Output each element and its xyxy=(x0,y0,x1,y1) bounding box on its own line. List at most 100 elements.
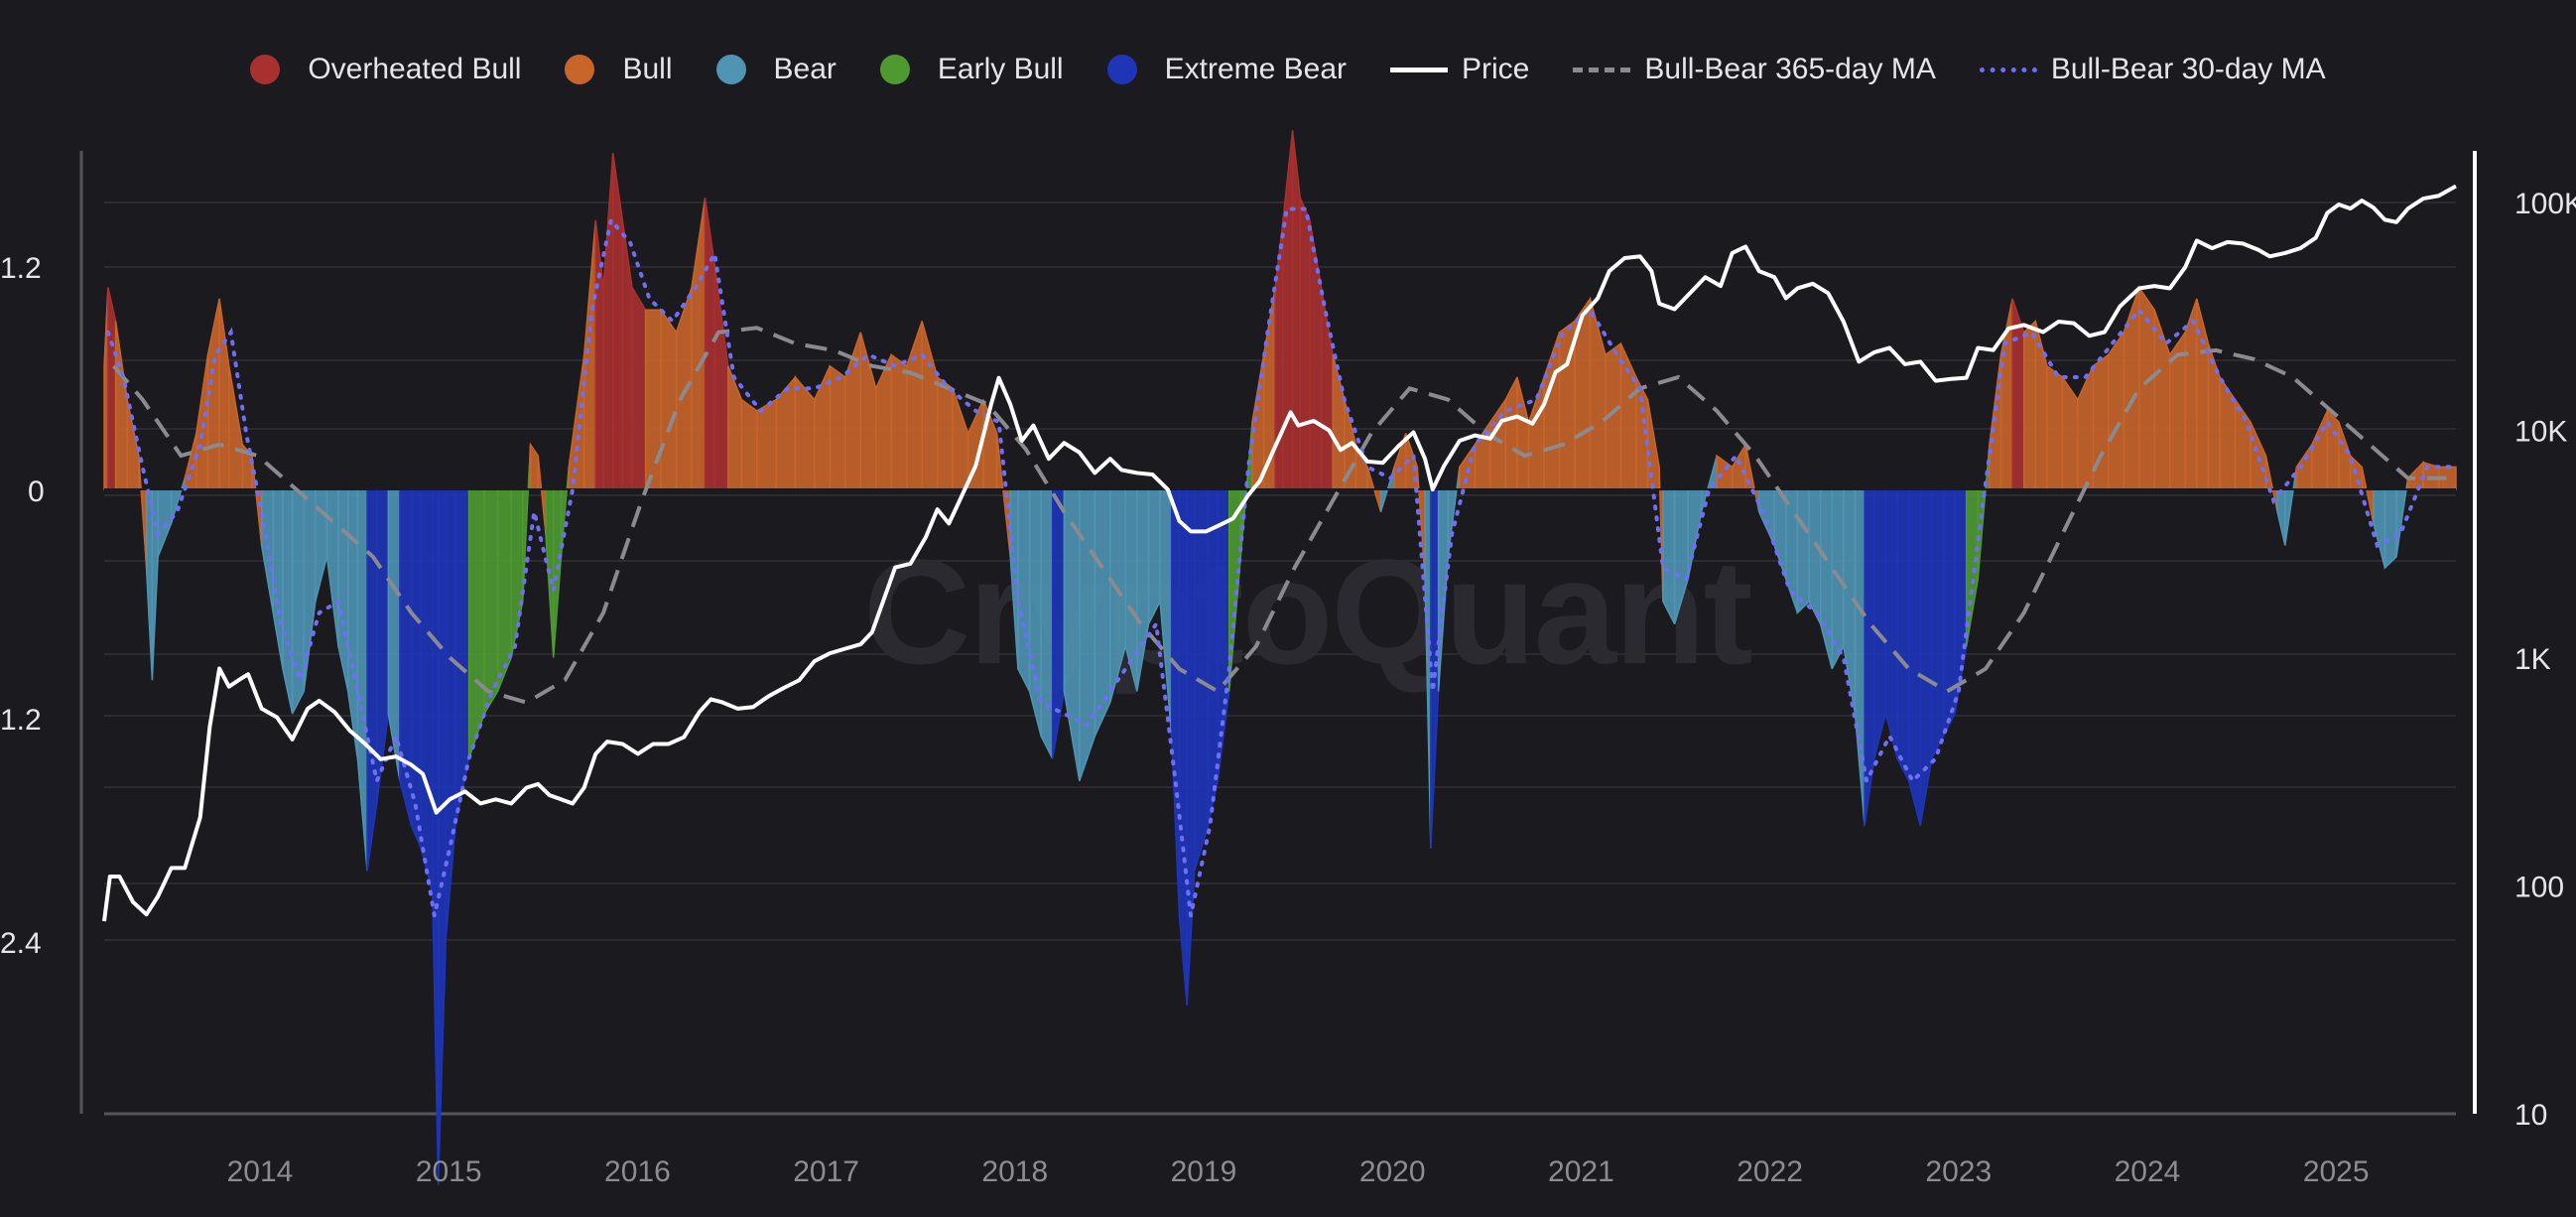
index-area-segment xyxy=(1170,488,1181,916)
index-area-segment xyxy=(1332,354,1346,490)
legend-label: Overheated Bull xyxy=(308,53,522,85)
legend-swatch-dot xyxy=(715,55,746,84)
y-right-tick-label: 10K xyxy=(2514,416,2567,449)
index-area-segment xyxy=(2196,298,2210,490)
y-right-tick-label: 100 xyxy=(2514,872,2564,904)
legend-label: Bull-Bear 365-day MA xyxy=(1644,53,1936,85)
legend-label: Early Bull xyxy=(937,53,1064,85)
index-area-segment xyxy=(644,309,662,490)
index-area-segment xyxy=(1299,197,1311,490)
index-area-segment xyxy=(2373,488,2386,569)
index-area-segment xyxy=(1147,488,1161,624)
x-tick-label: 2018 xyxy=(981,1155,1048,1188)
index-area-segment xyxy=(1919,488,1933,827)
index-area-segment xyxy=(1731,442,1746,490)
index-area-segment xyxy=(552,488,563,658)
x-tick-label: 2014 xyxy=(227,1155,294,1188)
index-area-segment xyxy=(660,307,678,490)
y-left-tick-label: 1.2 xyxy=(0,252,42,285)
x-tick-label: 2023 xyxy=(1925,1155,1992,1188)
y-right-tick-label: 100K xyxy=(2514,188,2576,220)
index-area-segment xyxy=(2264,455,2278,512)
legend-label: Extreme Bear xyxy=(1164,53,1348,85)
x-tick-label: 2024 xyxy=(2115,1155,2181,1188)
index-area-segment xyxy=(420,488,434,893)
y-right-tick-label: 1K xyxy=(2514,643,2551,676)
legend-item-ma30[interactable]: Bull-Bear 30-day MA xyxy=(1979,53,2326,86)
index-area-segment xyxy=(522,444,532,603)
legend-item-overheated-bull[interactable]: Overheated Bull xyxy=(250,53,521,86)
legend-label: Bull-Bear 30-day MA xyxy=(2050,53,2326,85)
index-area-segment xyxy=(432,488,440,1185)
index-area-segment xyxy=(2046,364,2064,490)
legend-item-ma365[interactable]: Bull-Bear 365-day MA xyxy=(1573,53,1936,86)
index-area-segment xyxy=(107,287,117,490)
index-area-segment xyxy=(794,374,816,490)
index-area-segment xyxy=(1504,376,1518,490)
legend-item-bull[interactable]: Bull xyxy=(565,53,673,86)
index-area-segment xyxy=(2207,342,2221,490)
legend-item-bear[interactable]: Bear xyxy=(715,53,837,86)
index-area-segment xyxy=(921,321,939,490)
index-area-segment xyxy=(905,321,923,490)
index-area-segment xyxy=(1178,488,1188,1006)
legend-swatch-dot xyxy=(879,55,910,84)
index-area-segment xyxy=(1489,397,1507,490)
index-area-segment xyxy=(151,488,159,681)
index-area-segment xyxy=(1854,488,1866,827)
index-area-segment xyxy=(1673,488,1689,624)
index-area-segment xyxy=(2406,461,2424,490)
index-area-segment xyxy=(2108,330,2125,490)
y-right-tick-label: 10 xyxy=(2514,1099,2547,1132)
x-tick-label: 2020 xyxy=(1359,1155,1426,1188)
legend-item-price[interactable]: Price xyxy=(1390,53,1529,86)
index-area-segment xyxy=(1516,376,1530,490)
index-area-segment xyxy=(195,354,209,490)
index-area-segment xyxy=(2219,374,2237,490)
index-area-segment xyxy=(1757,488,1775,546)
legend-label: Price xyxy=(1462,53,1530,85)
index-area-segment xyxy=(582,219,597,490)
index-area-segment xyxy=(829,364,846,490)
index-area-segment xyxy=(713,264,729,490)
index-area-segment xyxy=(1017,488,1031,692)
index-area-segment xyxy=(1527,376,1545,490)
index-area-segment xyxy=(346,488,359,759)
legend-swatch-dot xyxy=(565,55,595,84)
index-area-segment xyxy=(483,488,499,717)
index-area-segment xyxy=(356,488,368,872)
x-tick-label: 2021 xyxy=(1548,1155,1614,1188)
index-area-segment xyxy=(1619,342,1637,490)
ma365-line xyxy=(112,326,2447,705)
y-left-tick-label: 2.4 xyxy=(0,927,42,960)
x-tick-label: 2019 xyxy=(1171,1155,1237,1188)
x-tick-label: 2017 xyxy=(793,1155,859,1188)
index-area-segment xyxy=(2234,397,2252,490)
index-area-segment xyxy=(1896,488,1910,782)
index-area-segment xyxy=(2276,488,2286,546)
index-area-segment xyxy=(126,399,140,490)
legend-swatch-line xyxy=(1390,67,1449,72)
index-area-segment xyxy=(2311,410,2329,490)
index-area-segment xyxy=(145,488,154,681)
index-area-segment xyxy=(2022,319,2037,490)
index-area-segment xyxy=(621,219,633,490)
index-area-segment xyxy=(594,219,604,490)
index-area-segment xyxy=(157,488,173,558)
index-area-segment xyxy=(1217,488,1230,781)
index-area-segment xyxy=(291,488,305,715)
index-area-segment xyxy=(184,433,197,490)
index-area-segment xyxy=(1543,332,1561,490)
legend-label: Bear xyxy=(773,53,837,85)
index-area-segment xyxy=(1942,488,1956,737)
x-tick-label: 2015 xyxy=(416,1155,482,1188)
legend-swatch-dot xyxy=(250,55,281,84)
legend-swatch-line xyxy=(1573,67,1631,72)
y-left-tick-label: 0 xyxy=(28,475,45,508)
legend-item-early-bull[interactable]: Early Bull xyxy=(879,53,1064,86)
index-area-segment xyxy=(467,488,485,759)
index-area-segment xyxy=(2077,365,2095,490)
index-area-segment xyxy=(114,321,128,490)
legend-item-extreme-bear[interactable]: Extreme Bear xyxy=(1106,53,1348,86)
